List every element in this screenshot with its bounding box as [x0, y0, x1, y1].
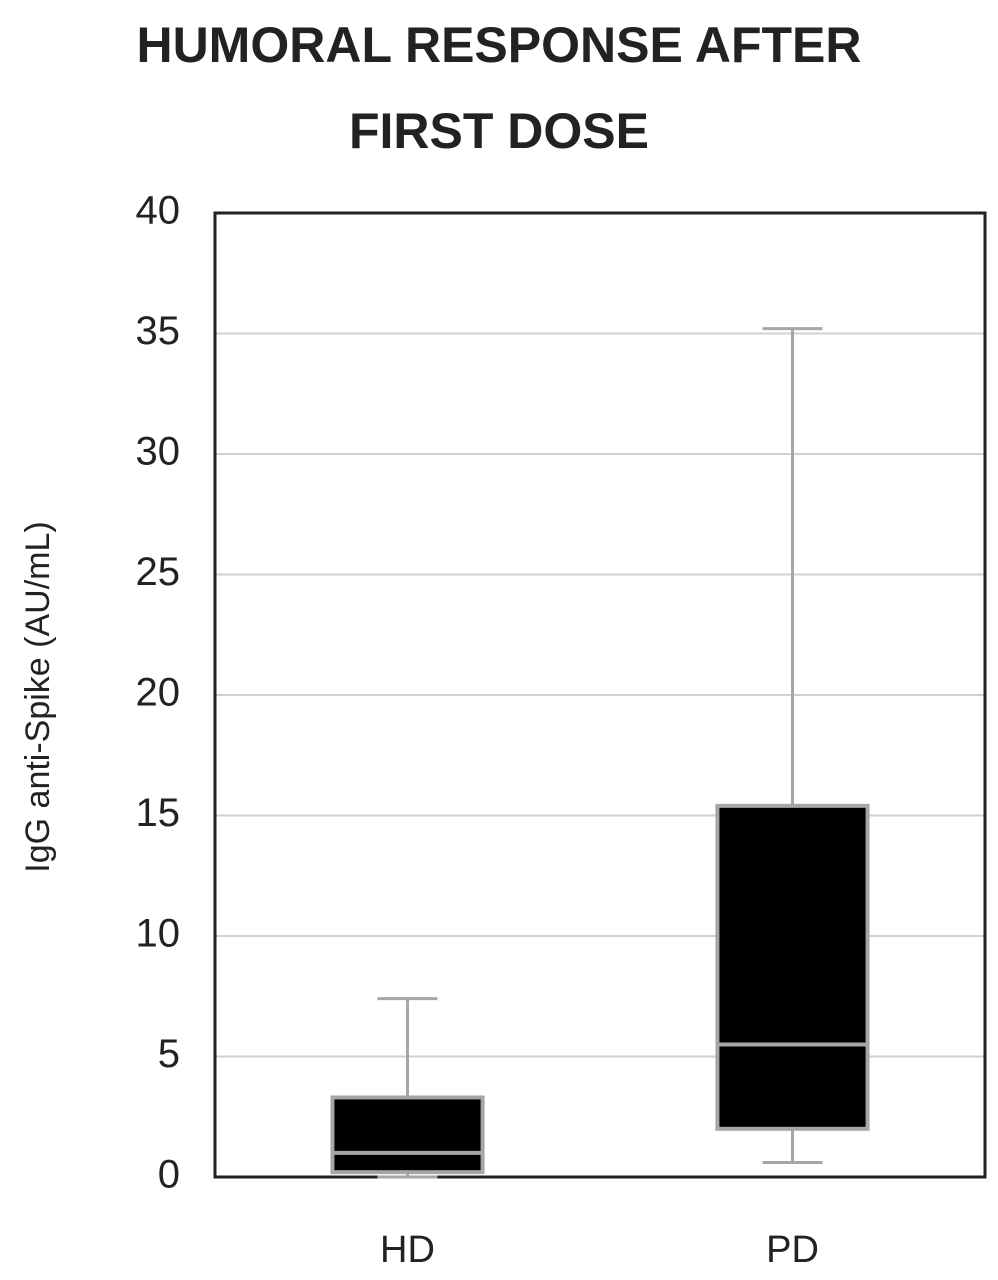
y-tick-label: 35 — [136, 309, 181, 353]
y-tick-label: 30 — [136, 430, 181, 474]
y-tick-label: 0 — [158, 1153, 180, 1197]
x-tick-label: HD — [380, 1229, 435, 1271]
x-tick-label: PD — [766, 1229, 819, 1271]
y-tick-label: 20 — [136, 671, 181, 715]
box — [330, 1095, 485, 1175]
y-tick-label: 5 — [158, 1032, 180, 1076]
plot-frame — [213, 211, 987, 1179]
chart-title: HUMORAL RESPONSE AFTER FIRST DOSE — [136, 17, 862, 159]
y-tick-label: 40 — [136, 189, 181, 233]
y-tick-label: 25 — [136, 550, 181, 594]
y-axis-label: IgG anti-Spike (AU/mL) — [19, 521, 57, 872]
box — [715, 803, 870, 1131]
y-tick-label: 15 — [136, 791, 181, 835]
y-tick-label: 10 — [136, 912, 181, 956]
